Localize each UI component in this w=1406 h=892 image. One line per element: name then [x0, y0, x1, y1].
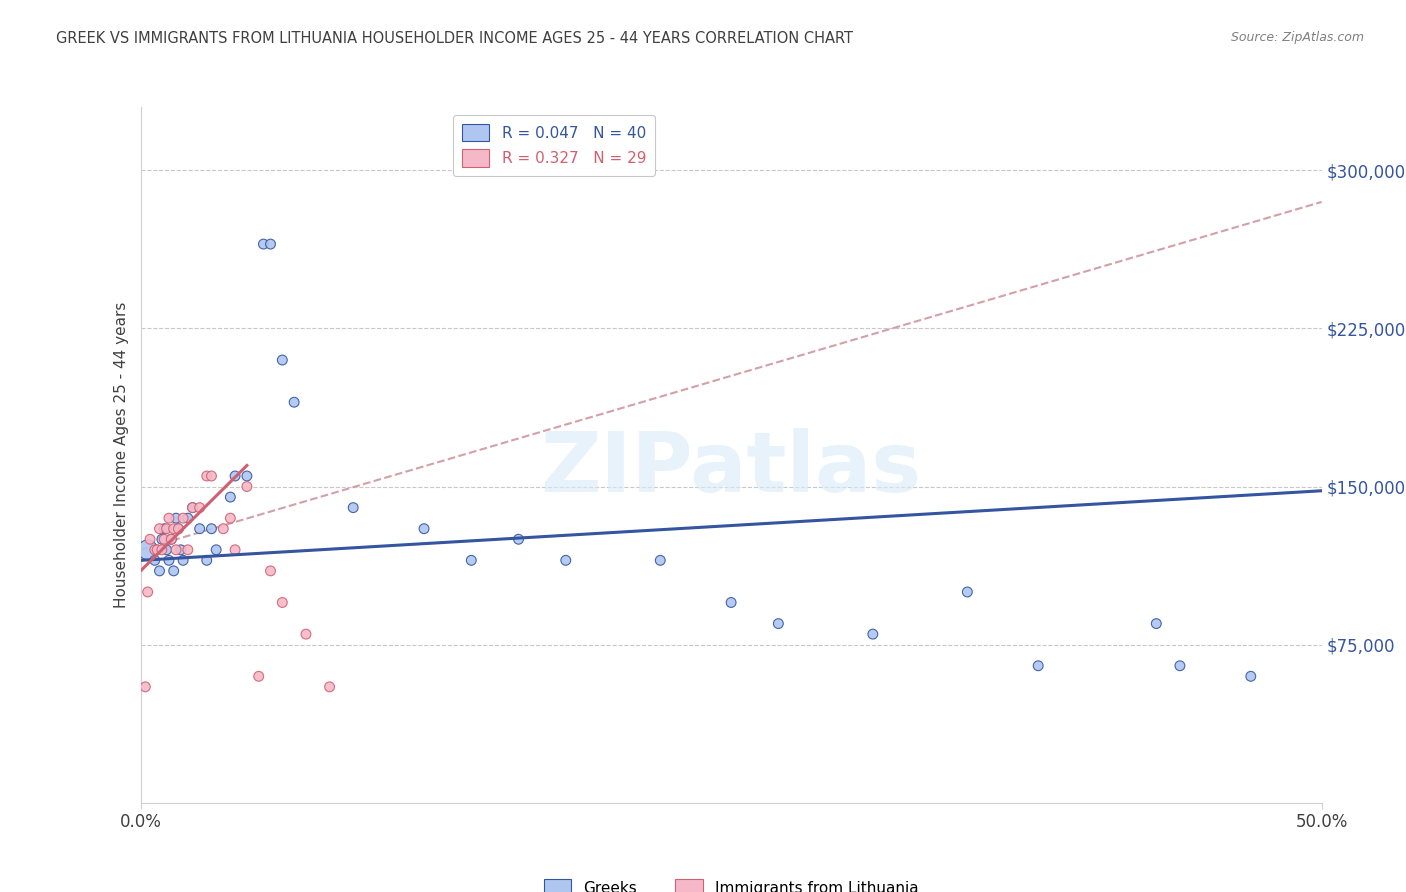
Point	[143, 542, 166, 557]
Point	[155, 522, 177, 536]
Point	[150, 542, 173, 557]
Point	[157, 511, 180, 525]
Point	[165, 511, 187, 525]
Point	[271, 595, 294, 609]
Point	[167, 522, 190, 536]
Point	[219, 511, 242, 525]
Point	[146, 542, 169, 557]
Point	[720, 595, 742, 609]
Point	[259, 237, 281, 252]
Legend: Greeks, Immigrants from Lithuania: Greeks, Immigrants from Lithuania	[537, 873, 925, 892]
Point	[295, 627, 318, 641]
Point	[956, 585, 979, 599]
Point	[554, 553, 576, 567]
Point	[219, 490, 242, 504]
Point	[163, 522, 186, 536]
Point	[1026, 658, 1049, 673]
Point	[195, 469, 218, 483]
Point	[188, 522, 211, 536]
Point	[259, 564, 281, 578]
Point	[160, 533, 183, 547]
Point	[136, 542, 159, 557]
Point	[1144, 616, 1167, 631]
Point	[153, 522, 176, 536]
Point	[195, 553, 218, 567]
Point	[413, 522, 436, 536]
Point	[508, 533, 530, 547]
Point	[163, 564, 186, 578]
Point	[768, 616, 790, 631]
Point	[460, 553, 482, 567]
Point	[318, 680, 340, 694]
Point	[153, 533, 176, 547]
Point	[650, 553, 672, 567]
Point	[172, 511, 194, 525]
Point	[200, 469, 222, 483]
Point	[177, 542, 200, 557]
Point	[862, 627, 884, 641]
Point	[205, 542, 228, 557]
Point	[188, 500, 211, 515]
Point	[170, 542, 193, 557]
Point	[165, 542, 187, 557]
Text: Source: ZipAtlas.com: Source: ZipAtlas.com	[1230, 31, 1364, 45]
Point	[181, 500, 204, 515]
Point	[181, 500, 204, 515]
Point	[283, 395, 305, 409]
Point	[160, 533, 183, 547]
Point	[224, 469, 246, 483]
Point	[236, 479, 259, 493]
Point	[150, 533, 173, 547]
Text: GREEK VS IMMIGRANTS FROM LITHUANIA HOUSEHOLDER INCOME AGES 25 - 44 YEARS CORRELA: GREEK VS IMMIGRANTS FROM LITHUANIA HOUSE…	[56, 31, 853, 46]
Point	[172, 553, 194, 567]
Point	[167, 522, 190, 536]
Point	[134, 680, 156, 694]
Point	[139, 533, 162, 547]
Text: ZIPatlas: ZIPatlas	[541, 428, 921, 509]
Point	[236, 469, 259, 483]
Point	[155, 542, 177, 557]
Point	[1168, 658, 1191, 673]
Point	[143, 553, 166, 567]
Point	[200, 522, 222, 536]
Point	[148, 522, 170, 536]
Point	[212, 522, 235, 536]
Point	[177, 511, 200, 525]
Point	[1240, 669, 1263, 683]
Point	[252, 237, 274, 252]
Point	[224, 542, 246, 557]
Point	[342, 500, 364, 515]
Point	[247, 669, 270, 683]
Point	[136, 585, 159, 599]
Point	[271, 353, 294, 368]
Point	[148, 564, 170, 578]
Point	[157, 553, 180, 567]
Y-axis label: Householder Income Ages 25 - 44 years: Householder Income Ages 25 - 44 years	[114, 301, 129, 608]
